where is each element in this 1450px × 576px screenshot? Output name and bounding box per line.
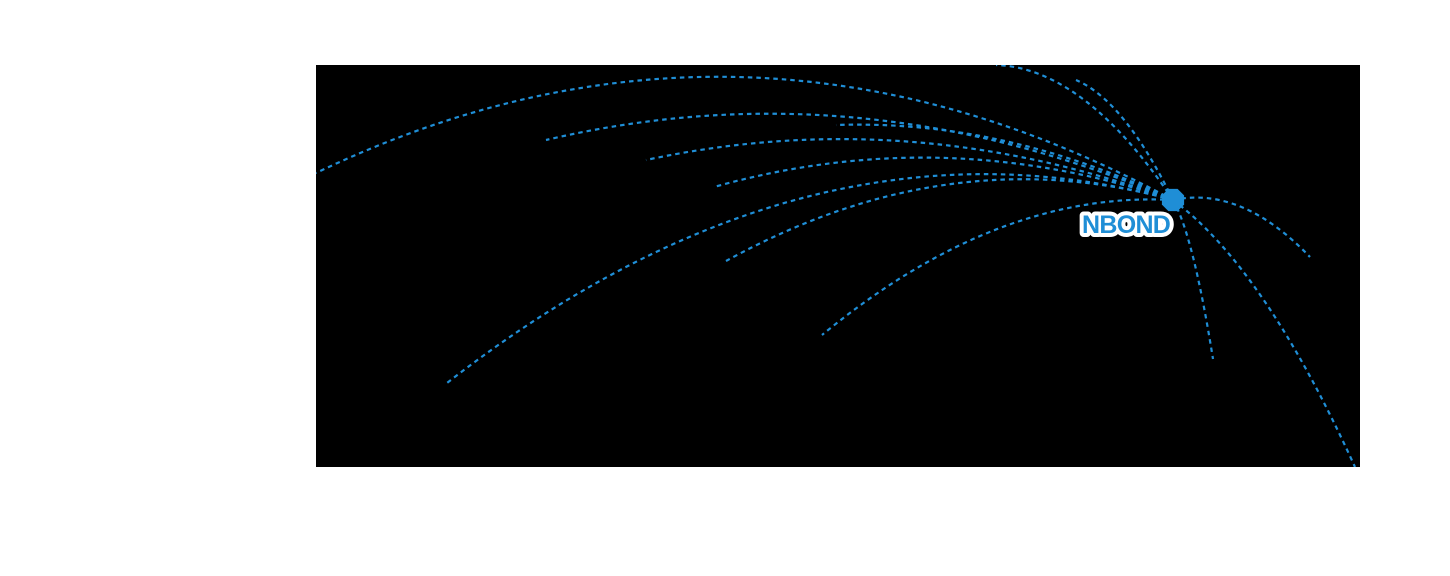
svg-text:NBOND: NBOND — [1082, 211, 1170, 239]
